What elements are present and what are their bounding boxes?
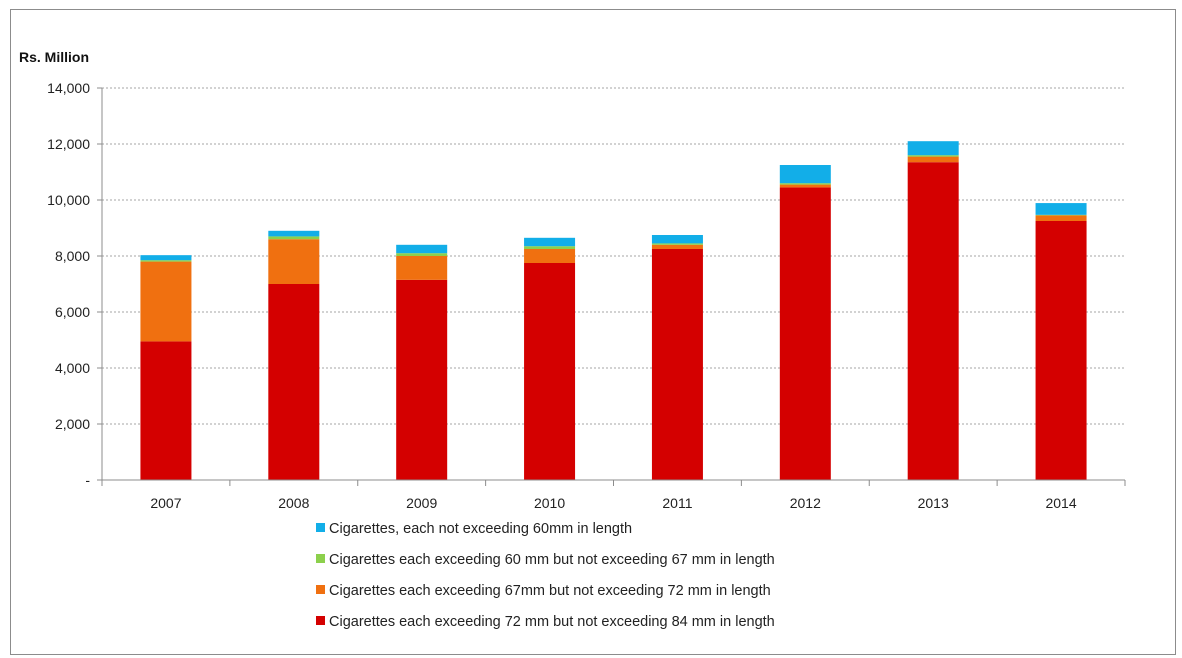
y-tick-labels: - 2,000 4,000 6,000 8,000 10,000 12,000 14,000 — [47, 80, 102, 488]
y-tick-label: 12,000 — [47, 136, 90, 152]
bar-segment — [651, 235, 703, 244]
axes — [101, 88, 1125, 481]
bar-segment — [396, 253, 448, 256]
bar-segment — [779, 184, 831, 188]
bar-segment — [140, 260, 192, 262]
x-tick-label: 2012 — [790, 495, 821, 511]
bar-segment — [779, 183, 831, 185]
legend-label: Cigarettes each exceeding 60 mm but not … — [329, 552, 775, 568]
x-tick-label: 2009 — [406, 495, 437, 511]
legend-label: Cigarettes, each not exceeding 60mm in l… — [329, 521, 632, 537]
y-tick-label: - — [85, 472, 90, 488]
bar-segment — [268, 230, 320, 237]
x-tick-label: 2008 — [278, 495, 309, 511]
y-tick-label: 10,000 — [47, 192, 90, 208]
x-tick-label: 2007 — [150, 495, 181, 511]
bar-segment — [1035, 215, 1087, 221]
bar-segment — [779, 165, 831, 184]
bar-segment — [1035, 221, 1087, 480]
bar-segment — [1035, 214, 1087, 216]
bar-segment — [779, 187, 831, 480]
legend-swatch — [316, 554, 325, 563]
legend-label: Cigarettes each exceeding 72 mm but not … — [329, 614, 775, 630]
gridlines — [102, 87, 1125, 425]
y-tick-label: 6,000 — [55, 304, 90, 320]
legend-swatch — [316, 523, 325, 532]
x-tick-label: 2010 — [534, 495, 565, 511]
legend-swatch — [316, 616, 325, 625]
bars — [140, 141, 1087, 480]
bar-segment — [396, 244, 448, 254]
bar-segment — [907, 155, 959, 157]
chart-frame — [10, 9, 1176, 655]
legend-swatch — [316, 585, 325, 594]
y-tick-label: 14,000 — [47, 80, 90, 96]
y-tick-label: 8,000 — [55, 248, 90, 264]
bar-segment — [140, 255, 192, 261]
bar-segment — [651, 249, 703, 480]
bar-segment — [268, 236, 320, 240]
x-tick-label: 2013 — [918, 495, 949, 511]
legend-label: Cigarettes each exceeding 67mm but not e… — [329, 583, 771, 599]
x-tick-label: 2014 — [1045, 495, 1076, 511]
bar-segment — [396, 279, 448, 480]
bar-segment — [651, 244, 703, 249]
bar-segment — [140, 261, 192, 342]
bar-segment — [907, 162, 959, 480]
bar-segment — [140, 341, 192, 480]
x-tick-label: 2011 — [662, 495, 692, 511]
bar-segment — [907, 141, 959, 156]
x-tick-labels: 2007 2008 2009 2010 2011 2012 2013 2014 — [101, 480, 1126, 511]
bar-segment — [651, 243, 703, 245]
legend: Cigarettes, each not exceeding 60mm in l… — [316, 521, 775, 630]
bar-segment — [396, 256, 448, 280]
bar-segment — [1035, 203, 1087, 215]
bar-segment — [524, 246, 576, 249]
bar-segment — [524, 263, 576, 480]
y-axis-label: Rs. Million — [19, 49, 89, 65]
bar-segment — [268, 284, 320, 480]
bar-segment — [268, 239, 320, 284]
y-tick-label: 4,000 — [55, 360, 90, 376]
y-tick-label: 2,000 — [55, 416, 90, 432]
bar-segment — [524, 249, 576, 263]
bar-segment — [907, 156, 959, 163]
bar-segment — [524, 237, 576, 247]
